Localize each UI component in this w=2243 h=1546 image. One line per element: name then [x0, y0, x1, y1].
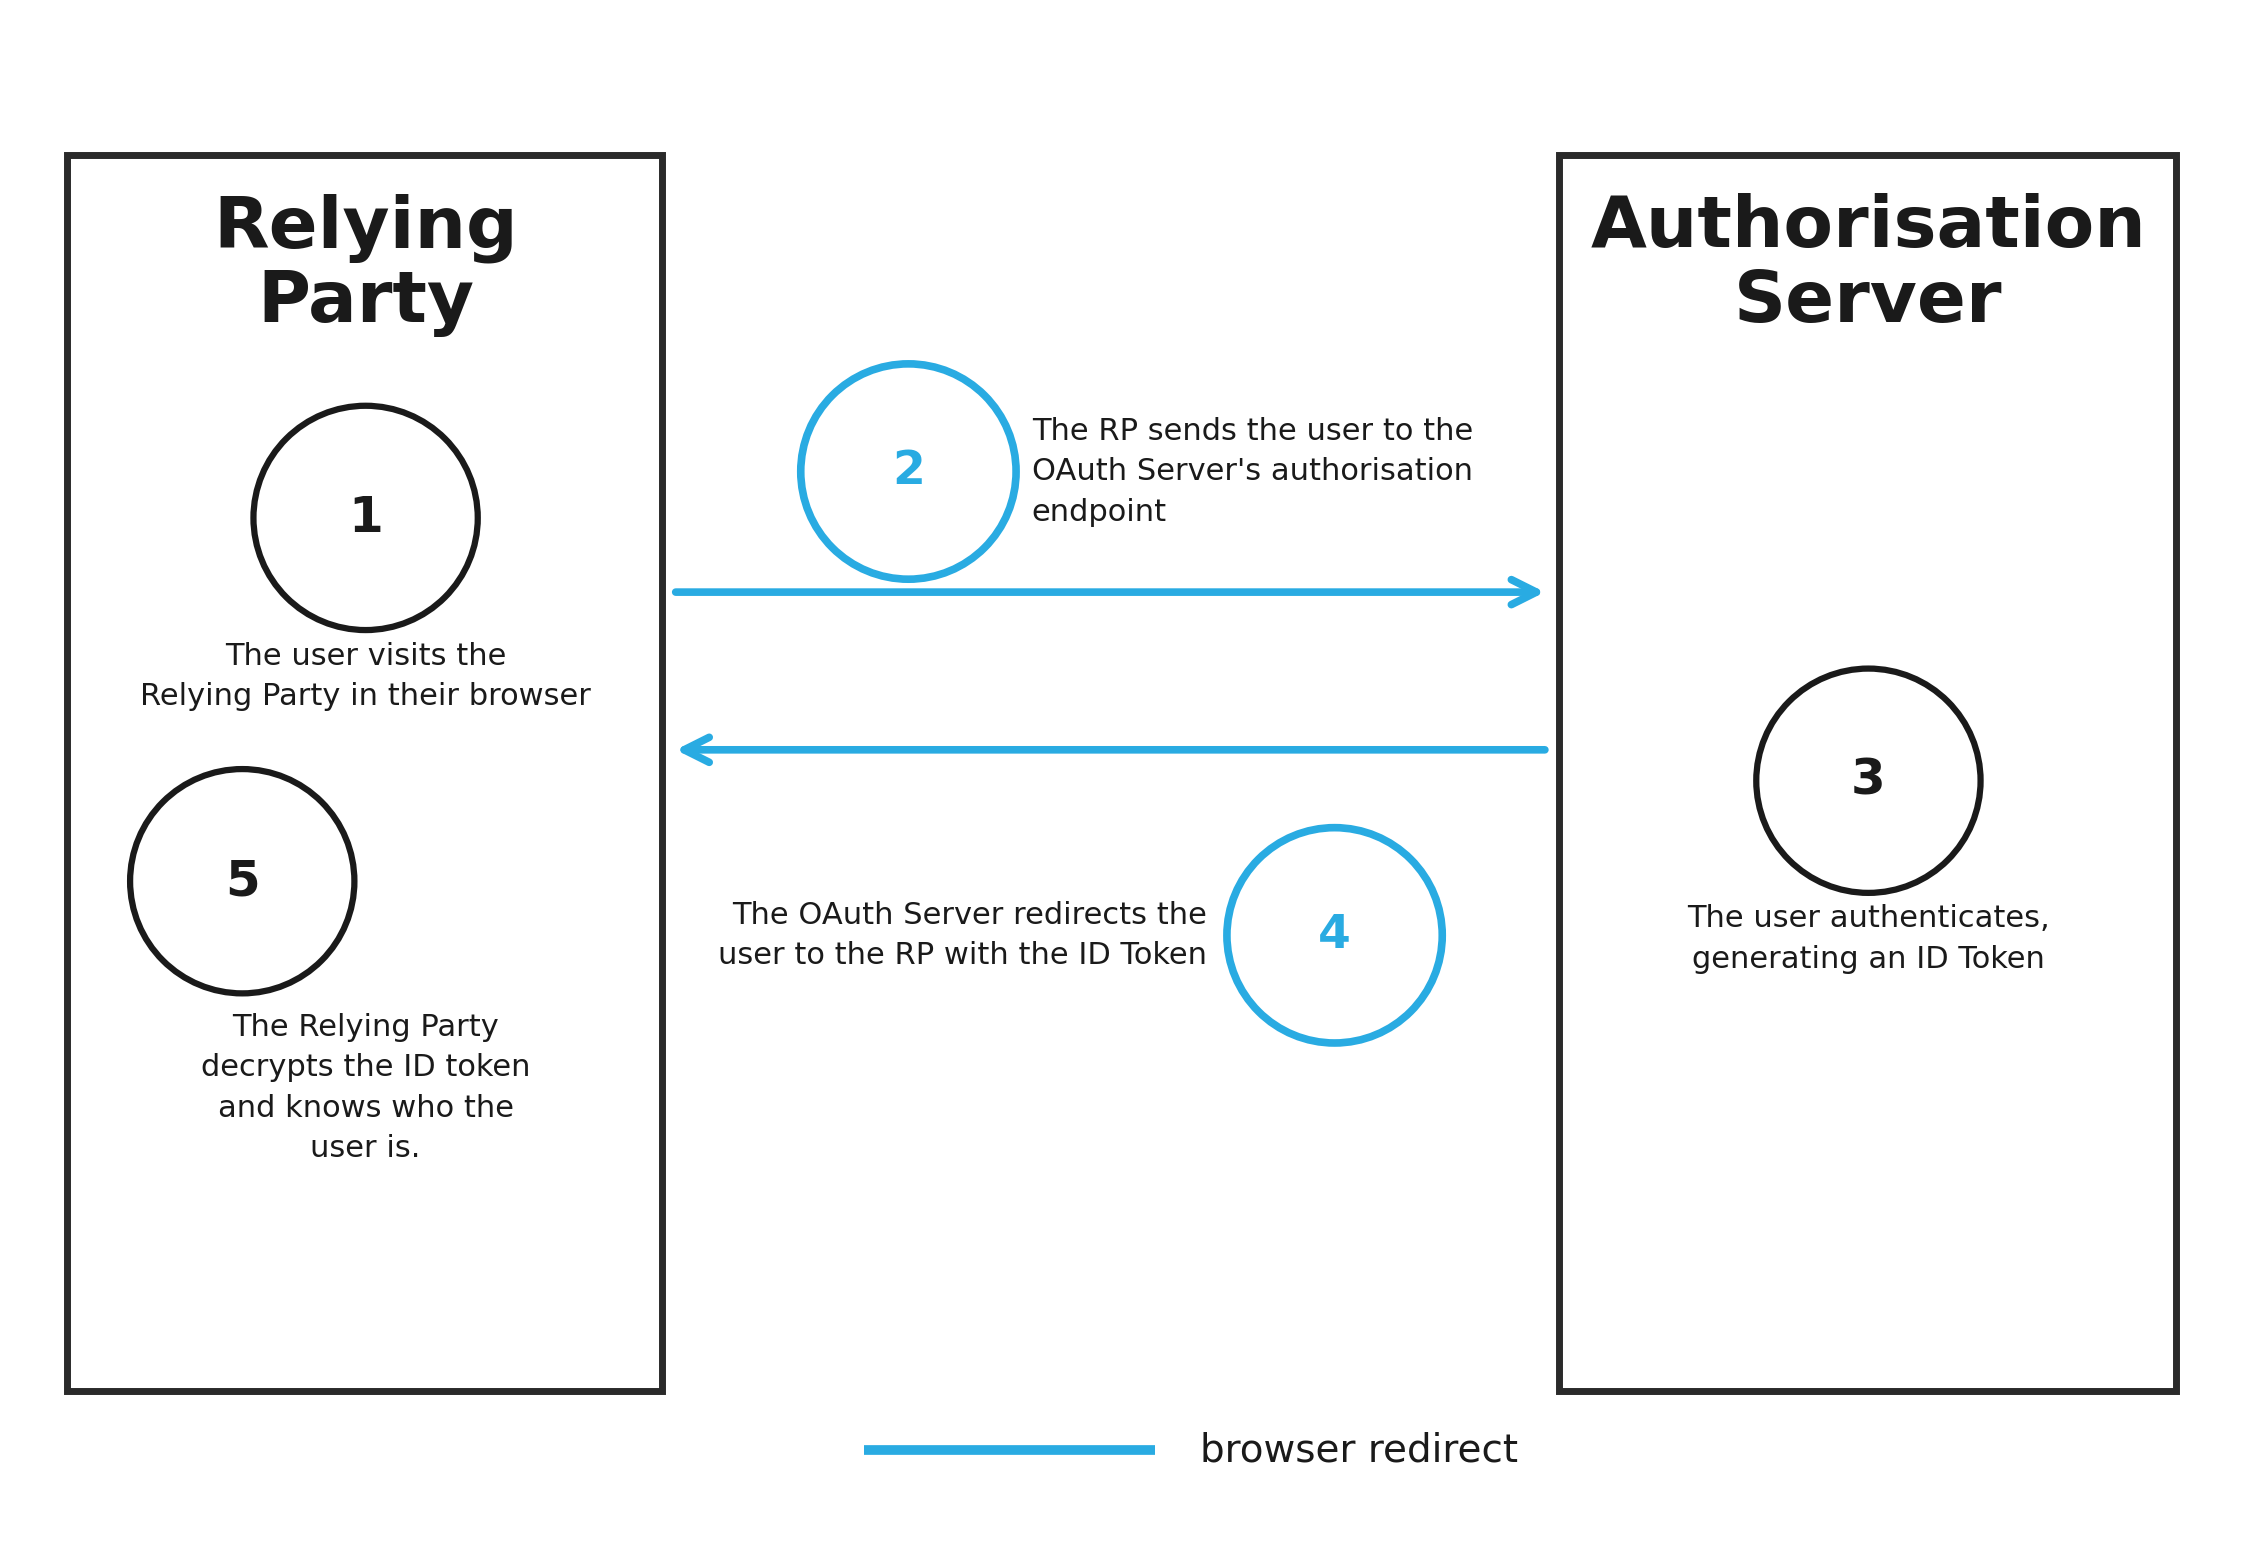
Text: The RP sends the user to the
OAuth Server's authorisation
endpoint: The RP sends the user to the OAuth Serve… [1032, 416, 1474, 527]
Text: The OAuth Server redirects the
user to the RP with the ID Token: The OAuth Server redirects the user to t… [718, 901, 1207, 969]
Text: Relying
Party: Relying Party [213, 193, 518, 337]
FancyBboxPatch shape [67, 155, 662, 1391]
Text: 2: 2 [893, 448, 924, 495]
Text: 1: 1 [348, 493, 384, 543]
Text: 5: 5 [224, 856, 260, 906]
Text: 4: 4 [1319, 912, 1350, 959]
Text: 3: 3 [1850, 756, 1886, 805]
Text: Authorisation
Server: Authorisation Server [1590, 193, 2147, 337]
Ellipse shape [1227, 827, 1442, 1044]
Text: browser redirect: browser redirect [1200, 1432, 1519, 1469]
Ellipse shape [130, 768, 354, 994]
FancyBboxPatch shape [1559, 155, 2176, 1391]
Text: The Relying Party
decrypts the ID token
and knows who the
user is.: The Relying Party decrypts the ID token … [202, 1013, 529, 1163]
Text: The user visits the
Relying Party in their browser: The user visits the Relying Party in the… [139, 642, 592, 711]
Text: The user authenticates,
generating an ID Token: The user authenticates, generating an ID… [1687, 904, 2050, 974]
Ellipse shape [1756, 668, 1981, 894]
Ellipse shape [801, 363, 1016, 580]
Ellipse shape [253, 405, 478, 631]
